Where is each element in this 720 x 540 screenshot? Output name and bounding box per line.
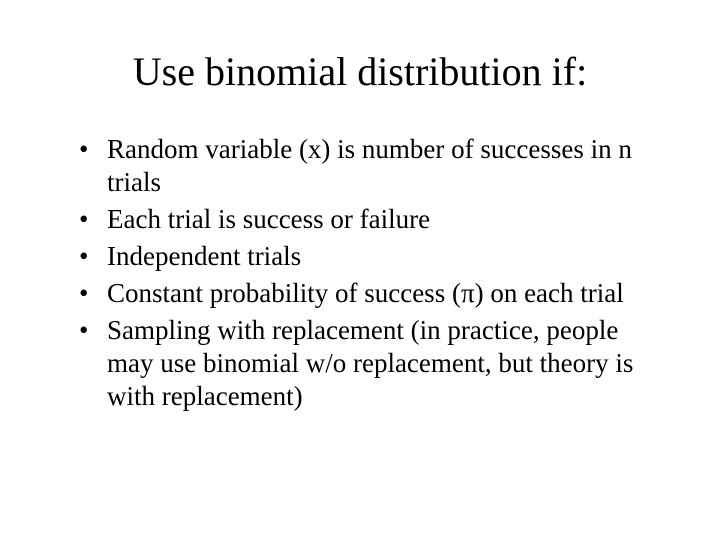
list-item: Sampling with replacement (in practice, …	[79, 314, 655, 413]
list-item: Independent trials	[79, 240, 655, 273]
list-item: Constant probability of success (π) on e…	[79, 277, 655, 310]
list-item: Each trial is success or failure	[79, 203, 655, 236]
slide: Use binomial distribution if: Random var…	[0, 0, 720, 540]
bullet-list: Random variable (x) is number of success…	[55, 133, 665, 413]
list-item: Random variable (x) is number of success…	[79, 133, 655, 199]
slide-title: Use binomial distribution if:	[55, 48, 665, 95]
